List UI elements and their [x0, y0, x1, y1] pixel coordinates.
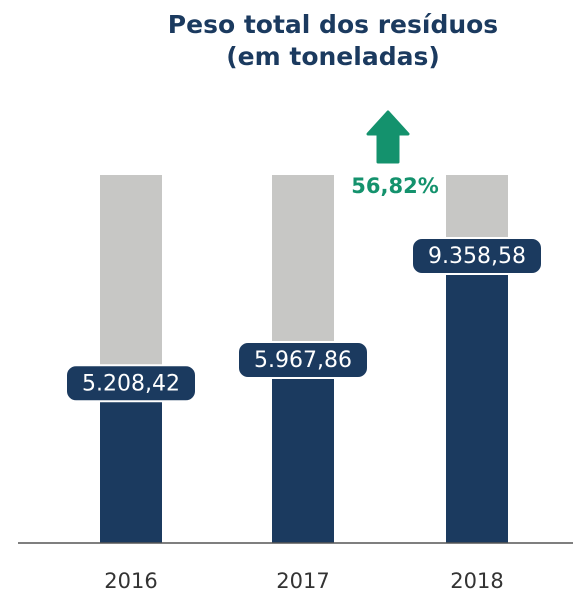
value-label: 5.208,42: [82, 371, 180, 396]
value-label: 9.358,58: [428, 244, 526, 269]
bar: [446, 256, 508, 543]
value-label: 5.967,86: [254, 348, 352, 373]
bar: [272, 359, 334, 543]
value-label-box: [411, 237, 543, 276]
annotation: 56,82%: [351, 174, 438, 198]
x-tick-label: 2016: [104, 569, 157, 593]
x-tick-label: 2017: [276, 569, 329, 593]
value-label-box: [237, 340, 369, 379]
arrow-icon: [366, 110, 410, 164]
bar: [100, 383, 162, 543]
value-label-box: [65, 364, 197, 403]
x-tick-label: 2018: [450, 569, 503, 593]
chart-title: Peso total dos resíduos: [168, 10, 498, 39]
chart-title: (em toneladas): [226, 42, 440, 71]
